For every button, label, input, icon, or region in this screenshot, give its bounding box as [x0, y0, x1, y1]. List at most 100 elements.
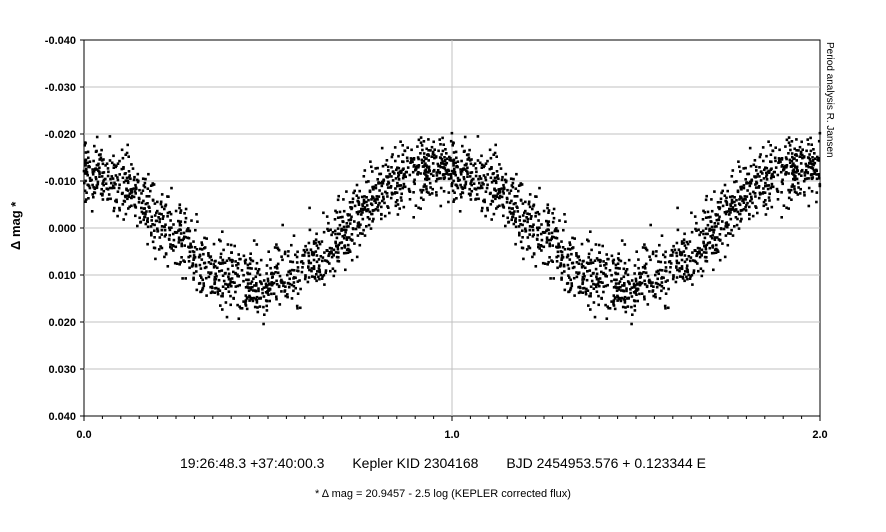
data-point [256, 306, 259, 309]
data-point [502, 206, 506, 209]
data-point [365, 200, 368, 204]
data-point [591, 261, 595, 264]
data-point [713, 238, 717, 241]
data-point [88, 176, 92, 180]
data-point [665, 269, 668, 273]
data-point [264, 291, 268, 294]
data-point [283, 289, 287, 292]
data-point [677, 261, 681, 265]
data-point [498, 191, 501, 194]
data-point [803, 174, 807, 177]
data-point [710, 228, 714, 232]
data-point [751, 201, 754, 205]
data-point [278, 303, 282, 306]
data-point [651, 250, 655, 254]
data-point [389, 196, 393, 200]
data-point [764, 184, 767, 188]
data-point [324, 271, 327, 275]
data-point [515, 195, 519, 198]
data-point [145, 210, 148, 213]
data-point [113, 181, 116, 185]
data-point [127, 207, 130, 210]
data-point [495, 195, 499, 199]
magnitude-footnote: * Δ mag = 20.9457 - 2.5 log (KEPLER corr… [315, 488, 571, 500]
data-point [483, 198, 486, 202]
data-point [444, 163, 447, 167]
data-point [397, 173, 401, 176]
data-point [630, 286, 634, 289]
data-point [365, 204, 369, 207]
data-point [617, 288, 621, 291]
data-point [266, 290, 269, 293]
data-point [221, 274, 225, 277]
data-point [508, 201, 512, 205]
data-point [534, 211, 538, 215]
data-point [133, 190, 137, 193]
data-point [552, 216, 556, 220]
data-point [332, 248, 336, 252]
data-point [818, 177, 821, 180]
data-point [357, 200, 360, 204]
data-point [731, 234, 735, 237]
data-point [462, 150, 466, 153]
data-point [147, 195, 151, 198]
data-point [630, 279, 634, 282]
data-point [236, 273, 239, 276]
data-point [723, 194, 727, 197]
data-point [743, 195, 747, 198]
data-point [266, 277, 270, 281]
data-point [149, 189, 152, 193]
data-point [85, 191, 88, 194]
data-point [202, 282, 205, 285]
data-point [466, 175, 469, 178]
data-point [463, 184, 467, 187]
data-point [622, 275, 626, 279]
data-point [470, 183, 473, 187]
data-point [382, 178, 386, 182]
data-point [638, 292, 641, 296]
data-point [496, 174, 499, 177]
data-point [459, 193, 462, 196]
data-point [754, 186, 758, 189]
data-point [463, 135, 467, 139]
data-point [276, 246, 279, 249]
data-point [130, 194, 134, 198]
data-point [286, 282, 290, 285]
data-point [603, 264, 606, 267]
data-point [474, 188, 478, 191]
data-point [86, 161, 89, 165]
data-point [597, 258, 600, 262]
data-point [766, 207, 769, 210]
data-point [353, 220, 356, 223]
data-point [371, 220, 374, 223]
data-point [350, 258, 354, 262]
data-point [223, 272, 227, 275]
data-point [664, 250, 667, 254]
data-point [315, 244, 319, 247]
data-point [762, 187, 765, 190]
data-point [451, 181, 454, 185]
data-point [540, 223, 543, 226]
data-point [669, 262, 673, 265]
data-point [513, 195, 517, 198]
data-point [449, 175, 453, 178]
data-point [649, 223, 652, 227]
data-point [146, 225, 150, 229]
data-point [587, 262, 591, 265]
data-point [95, 135, 99, 139]
side-credit-note: Period analysis R. Jansen [824, 42, 835, 158]
data-point [797, 172, 801, 176]
data-point [680, 265, 684, 268]
data-point [675, 261, 679, 265]
data-point [283, 250, 287, 254]
data-point [421, 188, 425, 192]
data-point [177, 219, 180, 223]
data-point [787, 152, 790, 155]
data-point [698, 251, 701, 255]
data-point [125, 151, 129, 155]
data-point [509, 212, 513, 215]
data-point [163, 207, 166, 211]
data-point [244, 300, 247, 304]
data-point [229, 303, 232, 307]
data-point [622, 298, 626, 301]
